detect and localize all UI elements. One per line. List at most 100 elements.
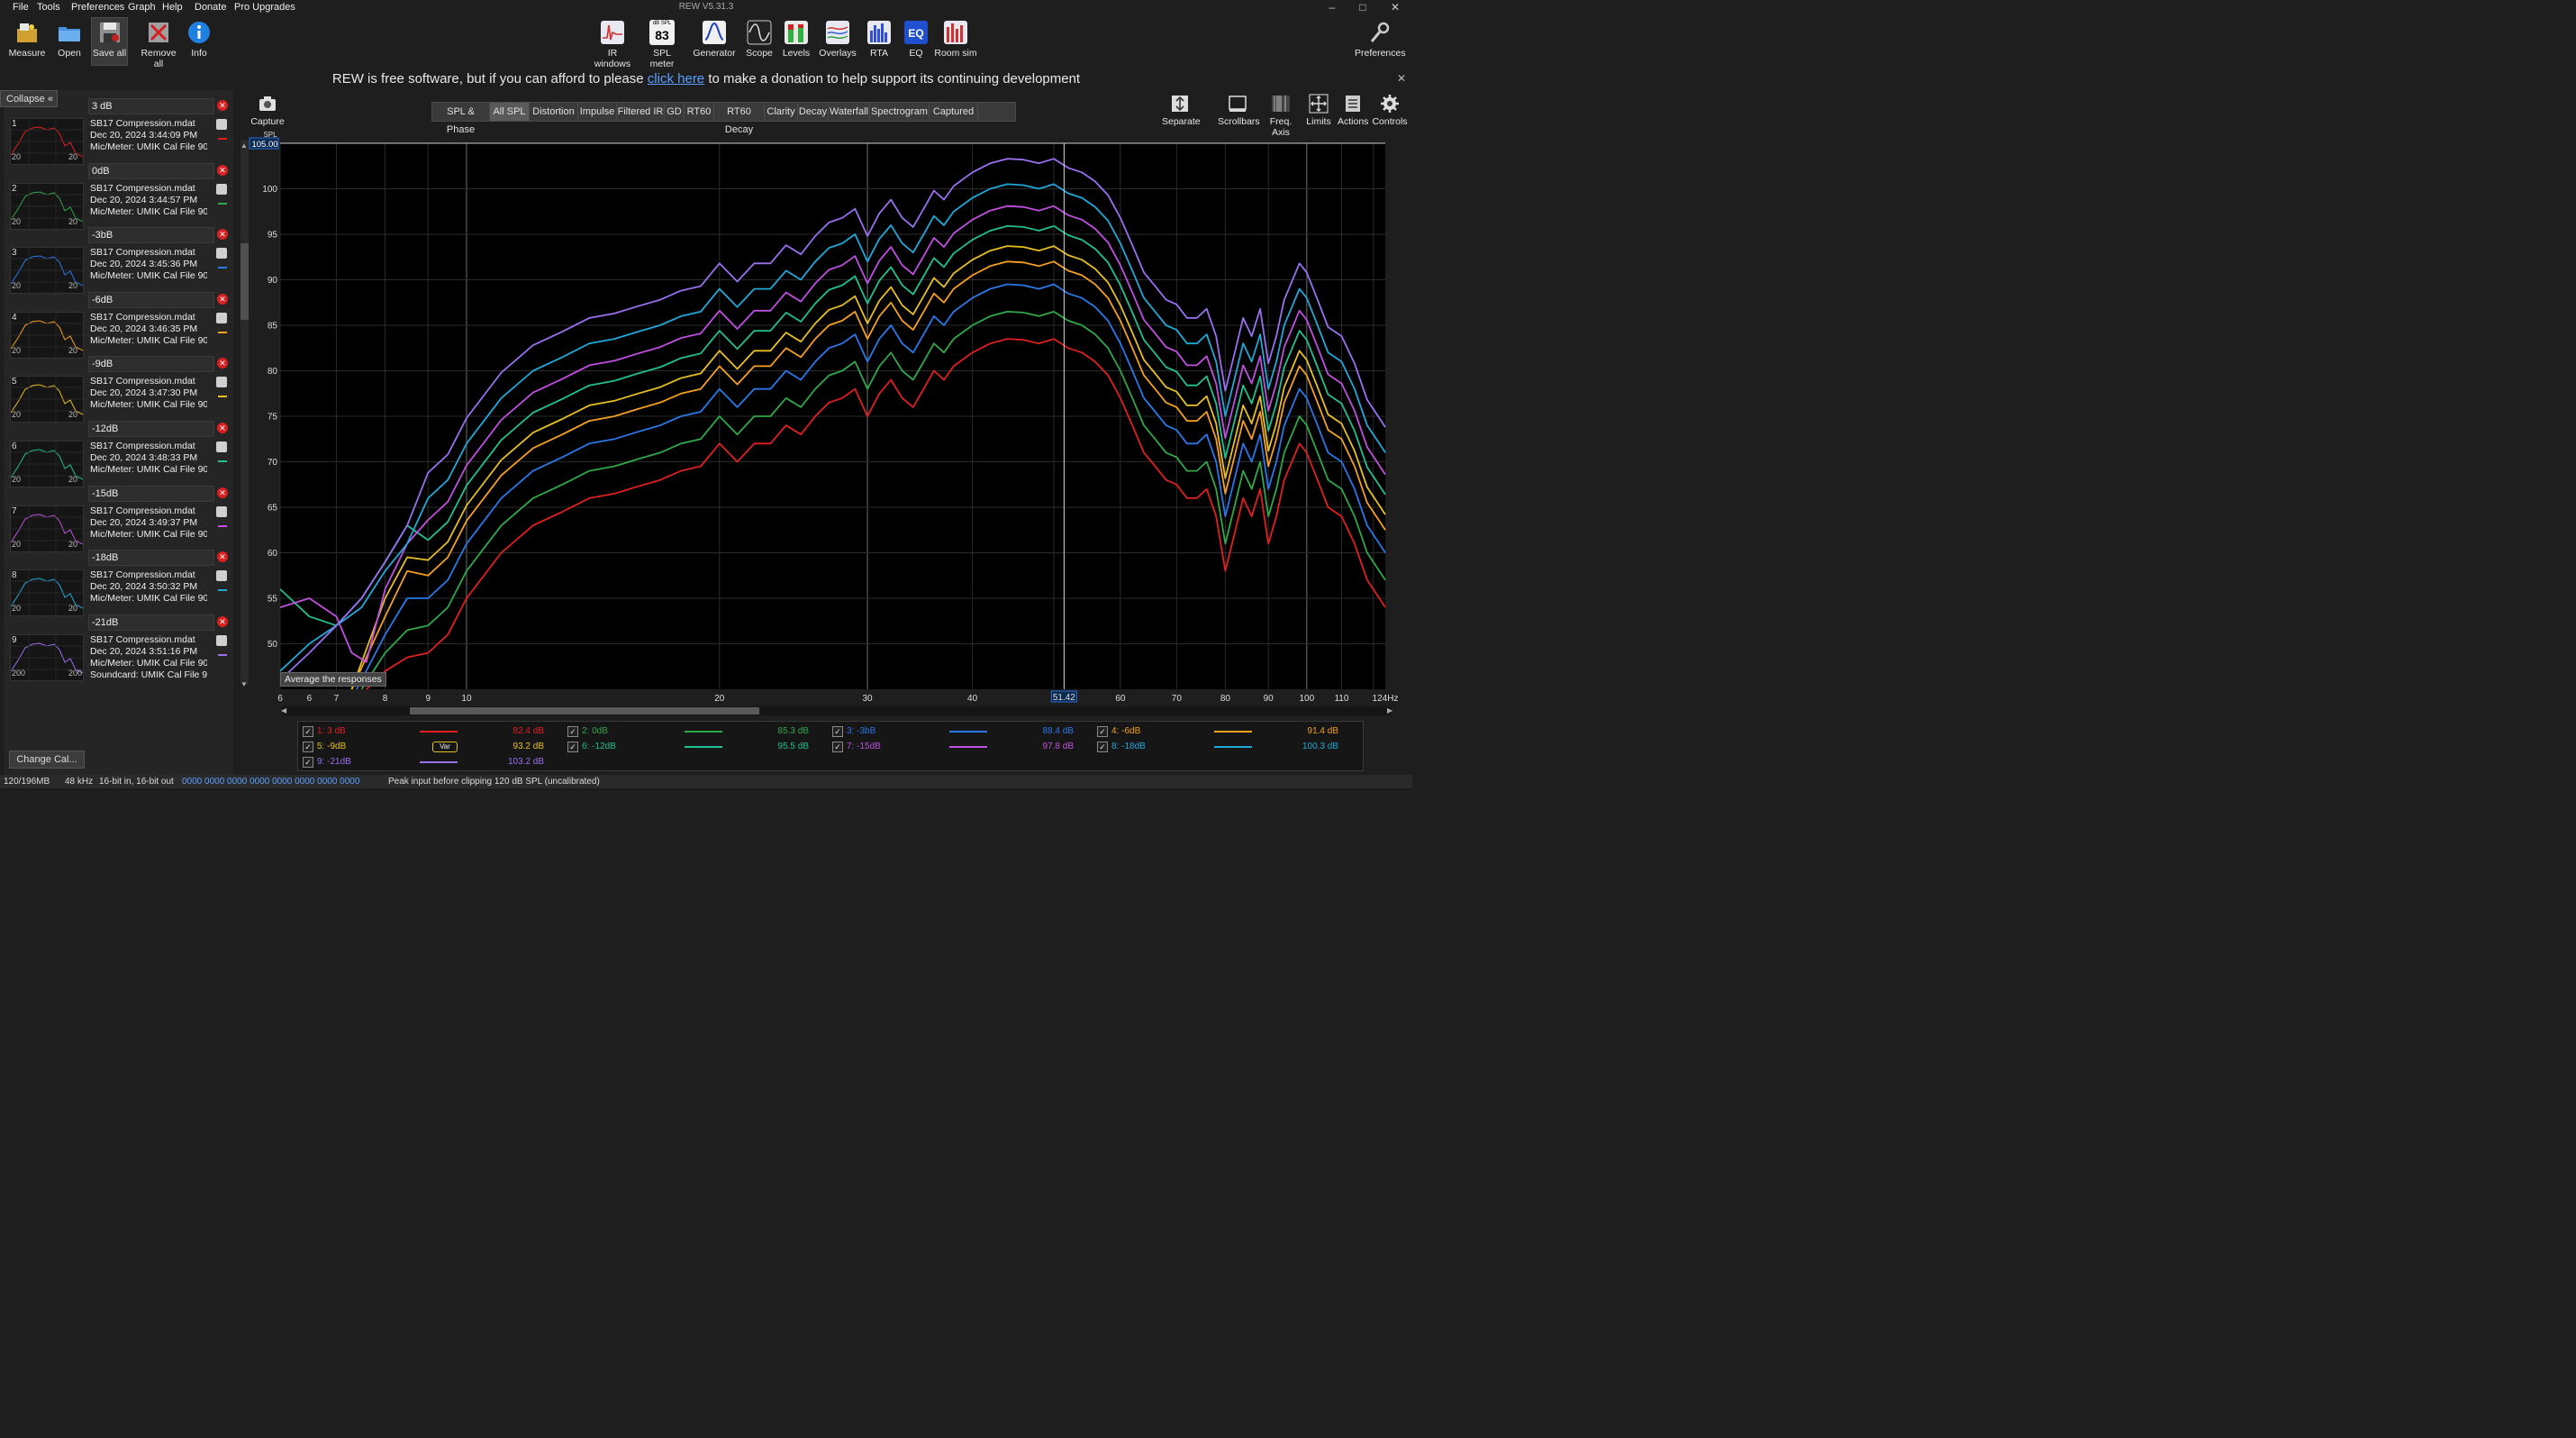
measurement-name-field[interactable]: -12dB — [88, 421, 214, 437]
tab-filtered-ir[interactable]: Filtered IR — [617, 103, 665, 121]
edit-notes-icon[interactable] — [216, 377, 227, 388]
series-line[interactable] — [279, 183, 1386, 672]
legend-checkbox[interactable]: ✓ — [303, 757, 313, 768]
series-line[interactable] — [279, 225, 1386, 627]
edit-notes-icon[interactable] — [216, 312, 227, 323]
delete-measurement-icon[interactable]: ✕ — [217, 164, 228, 176]
y-top-readout-box[interactable] — [249, 137, 279, 150]
scroll-up-icon[interactable]: ▲ — [240, 141, 248, 150]
edit-notes-icon[interactable] — [216, 183, 227, 195]
delete-measurement-icon[interactable]: ✕ — [217, 358, 228, 369]
legend-checkbox[interactable]: ✓ — [567, 742, 578, 752]
measurement-item[interactable]: -12dB ✕ 6 20 20 SB17 Compression.mdat Dec 20, … — [7, 421, 232, 487]
color-swatch[interactable] — [218, 331, 227, 333]
measurement-item[interactable]: -18dB ✕ 8 20 20 SB17 Compression.mdat Dec 20, … — [7, 550, 232, 617]
legend-checkbox[interactable]: ✓ — [1097, 742, 1108, 752]
color-swatch[interactable] — [218, 653, 227, 656]
graph-hscrollbar-thumb[interactable] — [410, 707, 759, 714]
edit-notes-icon[interactable] — [216, 441, 227, 452]
measurement-thumbnail[interactable] — [10, 311, 84, 359]
measurement-thumbnail[interactable] — [10, 633, 84, 681]
delete-measurement-icon[interactable]: ✕ — [217, 293, 228, 305]
measurement-thumbnail[interactable] — [10, 569, 84, 617]
scroll-left-icon[interactable]: ◀ — [281, 706, 287, 714]
legend-checkbox[interactable]: ✓ — [567, 726, 578, 737]
legend-item[interactable]: ✓ 4: -6dB 91.4 dB — [1097, 726, 1349, 737]
color-swatch[interactable] — [218, 138, 227, 140]
legend-item[interactable]: ✓ 9: -21dB 103.2 dB — [303, 757, 555, 768]
levels-button[interactable]: Levels — [781, 20, 812, 59]
legend-item[interactable]: ✓ 3: -3bB 88.4 dB — [832, 726, 1084, 737]
color-swatch[interactable] — [218, 589, 227, 592]
eq-button[interactable]: EQ EQ — [903, 20, 929, 59]
edit-notes-icon[interactable] — [216, 570, 227, 582]
legend-checkbox[interactable]: ✓ — [303, 742, 313, 752]
measurement-item[interactable]: -3bB ✕ 3 20 20 SB17 Compression.mdat Dec 20, 2… — [7, 227, 232, 295]
series-line[interactable] — [366, 338, 1386, 690]
limits-button[interactable]: Limits — [1303, 94, 1334, 127]
tab-waterfall[interactable]: Waterfall — [829, 103, 870, 121]
remove-all-button[interactable]: Remove all — [135, 20, 182, 69]
measurement-name-field[interactable]: -6dB — [88, 291, 214, 308]
measurement-item[interactable]: 3 dB ✕ 1 20 20 SB17 Compression.mdat Dec 20, 2… — [7, 98, 232, 165]
edit-notes-icon[interactable] — [216, 634, 227, 646]
menu-graph[interactable]: Graph — [128, 2, 156, 13]
tab-rt60-decay[interactable]: RT60 Decay — [714, 103, 765, 135]
menu-file[interactable]: File — [13, 2, 29, 13]
edit-notes-icon[interactable] — [216, 119, 227, 130]
tab-clarity[interactable]: Clarity — [765, 103, 798, 121]
measure-button[interactable]: Measure — [7, 20, 47, 59]
measurement-name-field[interactable]: -21dB — [88, 614, 214, 631]
measurement-item[interactable]: -15dB ✕ 7 20 20 SB17 Compression.mdat Dec 20, … — [7, 485, 232, 552]
tab-spectrogram[interactable]: Spectrogram — [870, 103, 930, 121]
scroll-down-icon[interactable]: ▼ — [240, 680, 248, 688]
measurement-thumbnail[interactable] — [10, 118, 84, 165]
measurement-name-field[interactable]: 3 dB — [88, 98, 214, 114]
ir-windows-button[interactable]: IR windows — [589, 20, 636, 69]
scope-button[interactable]: Scope — [744, 20, 775, 59]
measurement-name-field[interactable]: -15dB — [88, 485, 214, 502]
tab-spl-phase[interactable]: SPL & Phase — [432, 103, 490, 135]
save-all-button[interactable]: Save all — [91, 17, 128, 66]
delete-measurement-icon[interactable]: ✕ — [217, 423, 228, 433]
series-line[interactable] — [356, 283, 1386, 690]
delete-measurement-icon[interactable]: ✕ — [217, 100, 228, 111]
legend-item[interactable]: ✓ 5: -9dB Var 93.2 dB — [303, 742, 555, 752]
graph-hscrollbar[interactable] — [282, 706, 1392, 715]
close-banner-icon[interactable]: ✕ — [1397, 72, 1407, 85]
legend-checkbox[interactable]: ✓ — [1097, 726, 1108, 737]
preferences-button[interactable]: Preferences — [1355, 20, 1406, 59]
delete-measurement-icon[interactable]: ✕ — [217, 487, 228, 498]
legend-item[interactable]: ✓ 1: 3 dB 82.4 dB — [303, 726, 555, 737]
legend-item[interactable]: ✓ 7: -15dB 97.8 dB — [832, 742, 1084, 752]
measurement-item[interactable]: -6dB ✕ 4 20 20 SB17 Compression.mdat Dec 20, 2… — [7, 291, 232, 359]
scrollbars-button[interactable]: Scrollbars — [1218, 94, 1260, 127]
actions-button[interactable]: Actions — [1338, 94, 1368, 127]
legend-checkbox[interactable]: ✓ — [303, 726, 313, 737]
color-swatch[interactable] — [218, 267, 227, 269]
tab-captured[interactable]: Captured — [930, 103, 978, 121]
separate-button[interactable]: Separate — [1162, 94, 1201, 127]
tab-impulse[interactable]: Impulse — [578, 103, 617, 121]
measurement-thumbnail[interactable] — [10, 376, 84, 423]
tab-decay[interactable]: Decay — [798, 103, 829, 121]
measurement-name-field[interactable]: -9dB — [88, 356, 214, 373]
measurement-thumbnail[interactable] — [10, 441, 84, 487]
legend-item[interactable]: ✓ 8: -18dB 100.3 dB — [1097, 742, 1349, 752]
legend-item[interactable]: ✓ 6: -12dB 95.5 dB — [567, 742, 820, 752]
overlays-button[interactable]: Overlays — [818, 20, 857, 59]
measurement-thumbnail[interactable] — [10, 182, 84, 230]
maximize-button[interactable]: □ — [1359, 1, 1366, 14]
legend-checkbox[interactable]: ✓ — [832, 726, 843, 737]
measurement-item[interactable]: -9dB ✕ 5 20 20 SB17 Compression.mdat Dec 20, 2… — [7, 356, 232, 423]
series-line[interactable] — [350, 245, 1386, 690]
color-swatch[interactable] — [218, 524, 227, 527]
series-line[interactable] — [279, 158, 1386, 681]
rta-button[interactable]: RTA — [866, 20, 892, 59]
minimize-button[interactable]: – — [1329, 1, 1336, 14]
measurement-thumbnail[interactable] — [10, 505, 84, 552]
tab-distortion[interactable]: Distortion — [530, 103, 578, 121]
menu-pro-upgrades[interactable]: Pro Upgrades — [234, 2, 295, 13]
scroll-right-icon[interactable]: ▶ — [1387, 706, 1393, 714]
